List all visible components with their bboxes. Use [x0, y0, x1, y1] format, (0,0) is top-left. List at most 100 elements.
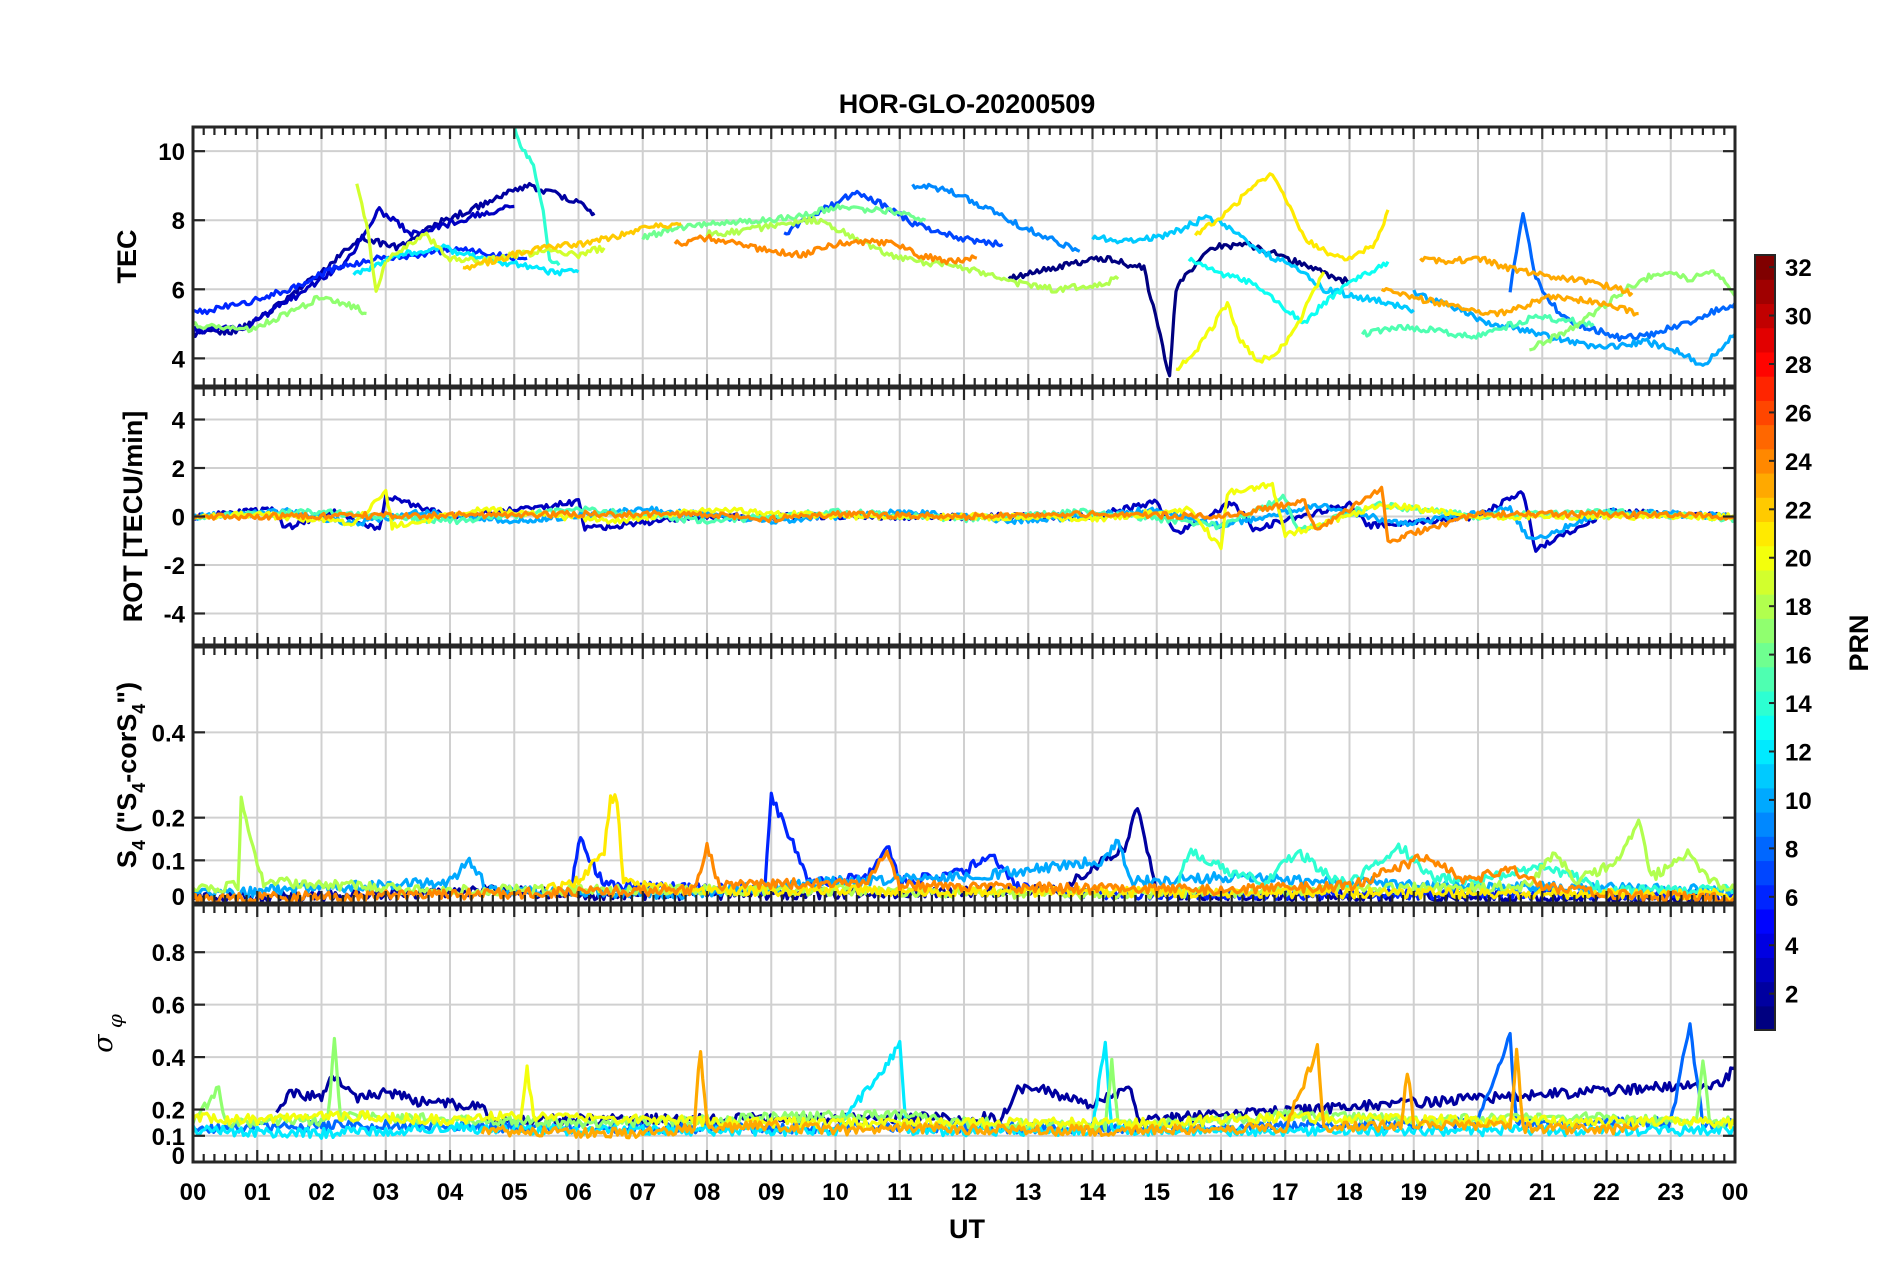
colorbar-segment — [1755, 908, 1775, 934]
colorbar-segment — [1755, 472, 1775, 498]
x-tick-label: 03 — [372, 1179, 399, 1206]
y-axis-label-part: ") — [112, 682, 142, 704]
colorbar-segment — [1755, 618, 1775, 644]
colorbar-segment — [1755, 521, 1775, 547]
x-tick-label: 18 — [1336, 1179, 1363, 1206]
x-tick-label: 14 — [1079, 1179, 1106, 1206]
y-tick-label: 0 — [172, 1143, 185, 1170]
y-tick-label: 0.4 — [152, 1045, 186, 1072]
y-tick-label: 0.1 — [152, 1124, 185, 1151]
colorbar-segment — [1755, 545, 1775, 571]
chart-title: HOR-GLO-20200509 — [839, 89, 1096, 119]
y-tick-label: 0 — [172, 505, 185, 532]
x-tick-label: 22 — [1593, 1179, 1620, 1206]
x-axis: 00 01 02 03 04 05 06 07 08 09 10 11 12 13 14 15 16 17 18 19… — [180, 1179, 1749, 1206]
colorbar-segment — [1755, 279, 1775, 305]
y-tick-label: 4 — [172, 346, 186, 373]
series-line-prn-16 — [641, 203, 927, 241]
series-group-sigma_phi — [193, 1022, 1735, 1140]
colorbar-tick-label: 4 — [1785, 933, 1799, 960]
x-tick-label: 21 — [1529, 1179, 1556, 1206]
y-axis-label-part: 4 — [129, 704, 149, 714]
y-tick-label: 0 — [172, 884, 185, 911]
series-line-prn-23 — [1419, 255, 1634, 297]
series-line-prn-9 — [911, 182, 1081, 253]
series-line-prn-17 — [1529, 269, 1735, 352]
series-line-prn-24 — [673, 233, 978, 266]
colorbar-segment — [1755, 497, 1775, 523]
x-tick-label: 00 — [1722, 1179, 1749, 1206]
series-line-prn-21 — [1194, 172, 1390, 262]
series-line-prn-19 — [355, 183, 388, 293]
y-tick-label: 0.2 — [152, 806, 185, 833]
x-tick-label: 15 — [1143, 1179, 1170, 1206]
colorbar-tick-label: 2 — [1785, 982, 1798, 1009]
panel-s4: 00.10.20.4S4 ("S4-corS4") — [112, 645, 1737, 911]
y-tick-label: 6 — [172, 277, 185, 304]
series-line-prn-23 — [1380, 287, 1639, 318]
colorbar-segment — [1755, 860, 1775, 886]
series-line-prn-15 — [1360, 313, 1595, 340]
y-axis-label-s4: S4 ("S4-corS4") — [112, 682, 149, 868]
colorbar-segment — [1755, 884, 1775, 910]
colorbar-tick-label: 16 — [1785, 643, 1812, 670]
series-line-prn-17 — [193, 294, 367, 334]
y-tick-label: 0.2 — [152, 1098, 185, 1125]
series-group-rot — [193, 481, 1735, 553]
colorbar-tick-label: 6 — [1785, 885, 1798, 912]
x-tick-label: 16 — [1208, 1179, 1235, 1206]
colorbar-segment — [1755, 1005, 1775, 1031]
colorbar-segment — [1755, 376, 1775, 401]
colorbar-tick-label: 14 — [1785, 691, 1812, 718]
y-tick-label: 4 — [172, 408, 186, 435]
x-tick-label: 17 — [1272, 1179, 1299, 1206]
panel-rot: -4 -2 0 2 4 ROT [TECU/min] — [118, 386, 1737, 647]
x-tick-label: 00 — [180, 1179, 207, 1206]
y-axis-label-part: ("S — [112, 793, 142, 840]
x-tick-label: 13 — [1015, 1179, 1042, 1206]
colorbar-tick-label: 32 — [1785, 255, 1812, 282]
colorbar-segment — [1755, 569, 1775, 595]
series-line-prn-18 — [705, 216, 1120, 294]
x-tick-label: 05 — [501, 1179, 528, 1206]
y-tick-label: 2 — [172, 456, 185, 483]
grid-tec — [193, 127, 1735, 386]
series-line-prn-6 — [193, 245, 528, 316]
x-minor-ticks-rot — [191, 388, 1737, 645]
series-line-prn-13 — [1187, 256, 1390, 325]
y-tick-label: -4 — [164, 601, 186, 628]
y-axis-label-part: 4 — [129, 840, 149, 850]
y-axis-label-part: 4 — [129, 783, 149, 793]
y-axis-label-part: S — [112, 850, 142, 868]
y-tick-label: 0.8 — [152, 940, 185, 967]
x-tick-label: 04 — [437, 1179, 464, 1206]
colorbar-tick-label: 28 — [1785, 352, 1812, 379]
x-tick-label: 23 — [1657, 1179, 1684, 1206]
x-tick-label: 09 — [758, 1179, 785, 1206]
series-line-prn-10 — [1412, 289, 1735, 367]
colorbar-segment — [1755, 642, 1775, 668]
colorbar-segment — [1755, 424, 1775, 450]
x-axis-label: UT — [949, 1214, 985, 1244]
series-line-prn-23 — [480, 1042, 1640, 1140]
series-line-prn-1 — [1007, 241, 1351, 378]
colorbar-segment — [1755, 594, 1775, 619]
colorbar-tick-label: 24 — [1785, 449, 1812, 476]
colorbar-segment — [1755, 933, 1775, 958]
colorbar-tick-label: 26 — [1785, 400, 1812, 427]
series-line-prn-12 — [193, 1039, 1735, 1140]
x-tick-label: 12 — [951, 1179, 978, 1206]
colorbar-segment — [1755, 400, 1775, 426]
y-tick-label: 8 — [172, 208, 185, 235]
x-tick-label: 20 — [1465, 1179, 1492, 1206]
colorbar-tick-label: 10 — [1785, 788, 1812, 815]
series-line-prn-24 — [193, 485, 1735, 544]
colorbar-segment — [1755, 255, 1775, 280]
y-axis-label-sigma: σ — [88, 1033, 119, 1053]
x-minor-ticks-sigma_phi — [191, 905, 1737, 1162]
colorbar-segment — [1755, 981, 1775, 1007]
colorbar-segment — [1755, 763, 1775, 789]
